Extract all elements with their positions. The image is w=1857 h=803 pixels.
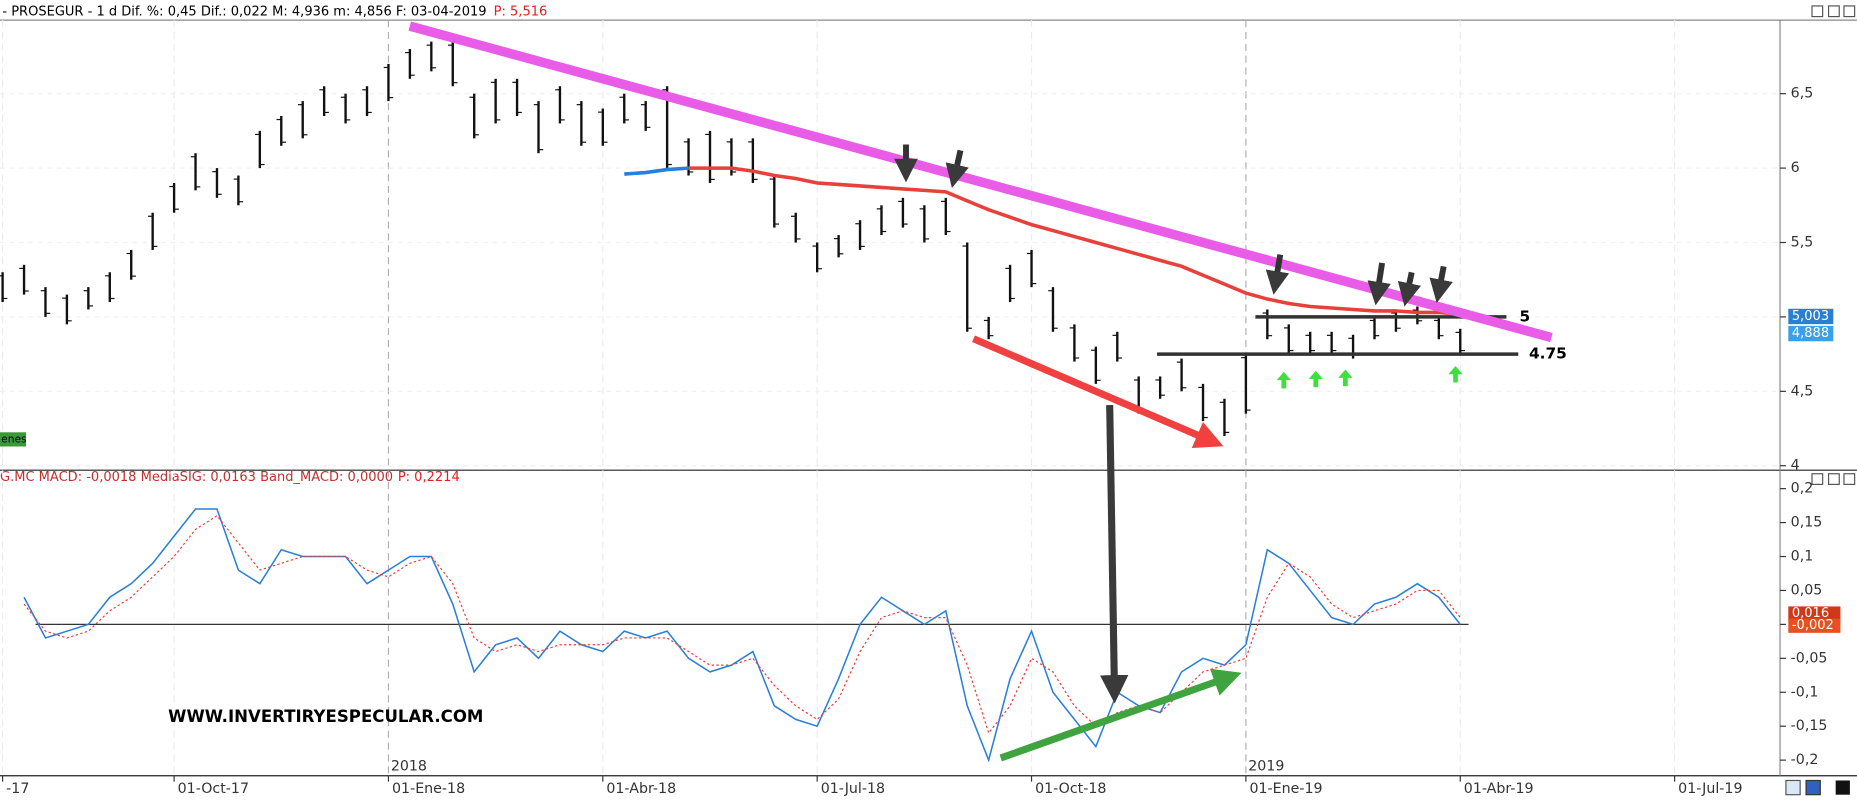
minimize-button[interactable] bbox=[1811, 5, 1824, 18]
arrow bbox=[1367, 262, 1391, 306]
x-tick-label: 01-Jul-18 bbox=[821, 781, 885, 797]
arrow bbox=[945, 149, 969, 189]
x-tick-label: 01-Oct-18 bbox=[1035, 781, 1106, 797]
x-tick-label: 01-Ene-18 bbox=[392, 781, 465, 797]
maximize-button[interactable] bbox=[1827, 5, 1840, 18]
plot-layer: -17 01-Oct-17 01-Ene-18 01-Abr-18 01-Jul-18 0… bbox=[0, 20, 1841, 797]
y-tick-label: -0,2 bbox=[1791, 752, 1819, 768]
link-arrow bbox=[1099, 404, 1129, 704]
year-label: 2018 bbox=[391, 758, 427, 774]
arrow bbox=[1429, 265, 1453, 303]
x-tick-label: 01-Abr-18 bbox=[606, 781, 676, 797]
resistance-arrows bbox=[894, 144, 1453, 307]
y-tick-label: 0,2 bbox=[1791, 481, 1814, 497]
overlay-line bbox=[688, 166, 1461, 316]
price-tag bbox=[1788, 325, 1834, 342]
y-tick-label: 5,5 bbox=[1791, 234, 1814, 250]
overlay-line bbox=[624, 166, 689, 176]
y-tick-label: -0,15 bbox=[1791, 718, 1828, 734]
price-header-price: P: 5,516 bbox=[494, 4, 548, 19]
value-tag-label: 0,016 bbox=[1792, 606, 1829, 621]
level-label: 5 bbox=[1519, 307, 1530, 325]
price-header: - PROSEGUR - 1 d Dif. %: 0,45 Dif.: 0,02… bbox=[2, 4, 486, 19]
refresh-button[interactable] bbox=[1785, 779, 1801, 796]
x-tick-label: 01-Abr-19 bbox=[1464, 781, 1534, 797]
arrow bbox=[1308, 370, 1323, 388]
drawings bbox=[408, 21, 1553, 762]
y-tick-label: 6 bbox=[1791, 160, 1800, 176]
y-tick-label: 0,05 bbox=[1791, 582, 1823, 598]
macd-maximize-button[interactable] bbox=[1827, 473, 1840, 485]
macd-line bbox=[23, 515, 1461, 735]
y-tick-label: 6,5 bbox=[1791, 86, 1814, 102]
price-tag-label: 4,888 bbox=[1792, 326, 1829, 341]
trend-line bbox=[408, 21, 1553, 343]
window-buttons[interactable] bbox=[1785, 5, 1856, 796]
arrow bbox=[1276, 371, 1291, 389]
x-tick-label: -17 bbox=[6, 781, 29, 797]
macd-header: G.MC MACD: -0,0018 MediaSIG: 0,0163 Band… bbox=[0, 470, 393, 485]
save-button[interactable] bbox=[1805, 779, 1821, 796]
value-tag bbox=[1788, 618, 1841, 633]
price-tag bbox=[1788, 308, 1834, 325]
price-tag-label: 5,003 bbox=[1792, 309, 1829, 324]
value-tag-label: -0,002 bbox=[1792, 618, 1834, 633]
macd-header-price: P: 0,2214 bbox=[398, 470, 460, 485]
x-tick-label: 01-Oct-17 bbox=[178, 781, 249, 797]
arrow bbox=[1397, 271, 1421, 307]
arrow bbox=[1265, 254, 1290, 295]
down-arrow bbox=[972, 335, 1224, 449]
y-tick-label: 4 bbox=[1791, 458, 1800, 474]
macd-close-button[interactable] bbox=[1843, 473, 1856, 485]
y-tick-label: -0,05 bbox=[1791, 650, 1828, 666]
arrow bbox=[1448, 365, 1463, 383]
y-tick-label: 4,5 bbox=[1791, 383, 1814, 399]
macd-line bbox=[23, 508, 1461, 763]
watermark: WWW.INVERTIRYESPECULAR.COM bbox=[168, 707, 483, 726]
value-tag bbox=[1788, 606, 1841, 621]
settings-button[interactable] bbox=[1835, 780, 1850, 795]
tag-label: enes bbox=[1, 432, 27, 445]
support-arrows bbox=[1276, 365, 1463, 389]
y-tick-label: -0,1 bbox=[1791, 684, 1819, 700]
x-tick-label: 01-Jul-19 bbox=[1678, 781, 1742, 797]
x-tick-label: 01-Ene-19 bbox=[1249, 781, 1322, 797]
macd-minimize-button[interactable] bbox=[1811, 473, 1824, 485]
y-tick-label: 0,15 bbox=[1791, 515, 1823, 531]
level-label: 4.75 bbox=[1529, 345, 1567, 363]
year-label: 2019 bbox=[1248, 758, 1284, 774]
arrow bbox=[1338, 369, 1353, 387]
close-button[interactable] bbox=[1843, 5, 1856, 18]
tag-box bbox=[0, 432, 27, 447]
y-tick-label: 0,1 bbox=[1791, 549, 1814, 565]
divergence-arrow bbox=[999, 668, 1242, 762]
